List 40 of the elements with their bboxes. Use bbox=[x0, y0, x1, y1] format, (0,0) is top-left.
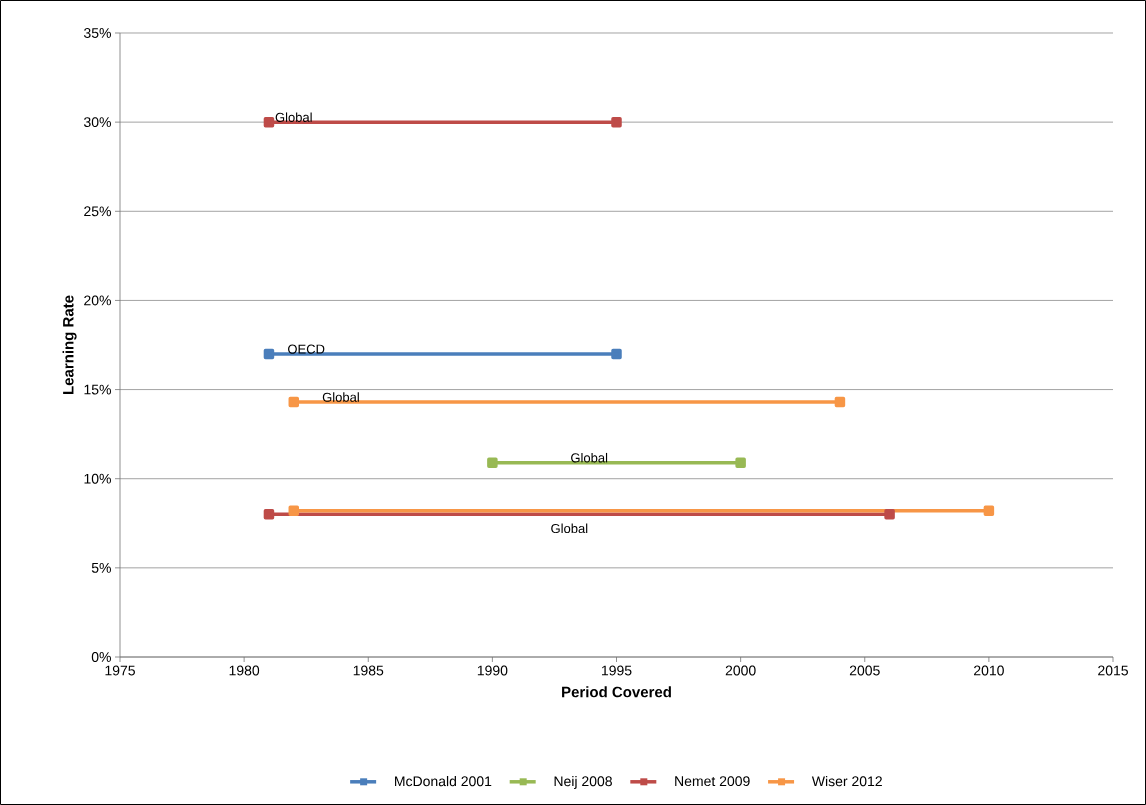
point bbox=[263, 348, 275, 360]
y-tick-label: 15% bbox=[84, 384, 111, 395]
point bbox=[735, 457, 746, 468]
y-tick-label: 0% bbox=[91, 652, 111, 662]
x-tick-label: 1980 bbox=[229, 665, 260, 676]
point bbox=[834, 396, 846, 408]
point bbox=[611, 348, 622, 360]
point bbox=[263, 509, 275, 520]
x-tick-label: 2015 bbox=[1098, 665, 1128, 676]
x-tick-label: 1995 bbox=[602, 665, 632, 676]
x-tick-label: 1990 bbox=[477, 665, 508, 676]
y-tick-label: 10% bbox=[84, 473, 111, 484]
x-tick-label: 1975 bbox=[105, 665, 135, 676]
x-tick-label: 1985 bbox=[353, 665, 384, 676]
y-tick-label: 20% bbox=[84, 295, 111, 306]
legend-label: McDonald 2001 bbox=[395, 775, 492, 787]
annotation: Global bbox=[571, 452, 608, 463]
x-tick-label: 2005 bbox=[849, 665, 880, 676]
y-axis-title: Learning Rate bbox=[62, 295, 77, 395]
point bbox=[263, 116, 275, 128]
y-tick-label: 25% bbox=[84, 206, 111, 217]
y-tick-label: 35% bbox=[84, 28, 111, 38]
point bbox=[487, 457, 498, 468]
annotation: Global bbox=[275, 112, 312, 122]
point bbox=[983, 505, 995, 517]
point bbox=[288, 505, 300, 517]
annotation: OECD bbox=[288, 344, 325, 354]
point bbox=[884, 509, 895, 520]
x-tick-label: 2010 bbox=[974, 665, 1004, 676]
legend-label: Neij 2008 bbox=[554, 775, 612, 790]
y-tick-label: 5% bbox=[91, 562, 111, 573]
x-tick-label: 2000 bbox=[725, 665, 756, 676]
legend-label: Wiser 2012 bbox=[811, 775, 882, 787]
legend-label: Nemet 2009 bbox=[675, 776, 750, 787]
point bbox=[611, 116, 622, 128]
annotation: Global bbox=[322, 392, 359, 402]
annotation: Global bbox=[551, 523, 588, 534]
x-axis-title: Period Covered bbox=[562, 686, 671, 698]
y-tick-label: 30% bbox=[84, 117, 111, 128]
point bbox=[288, 396, 300, 408]
